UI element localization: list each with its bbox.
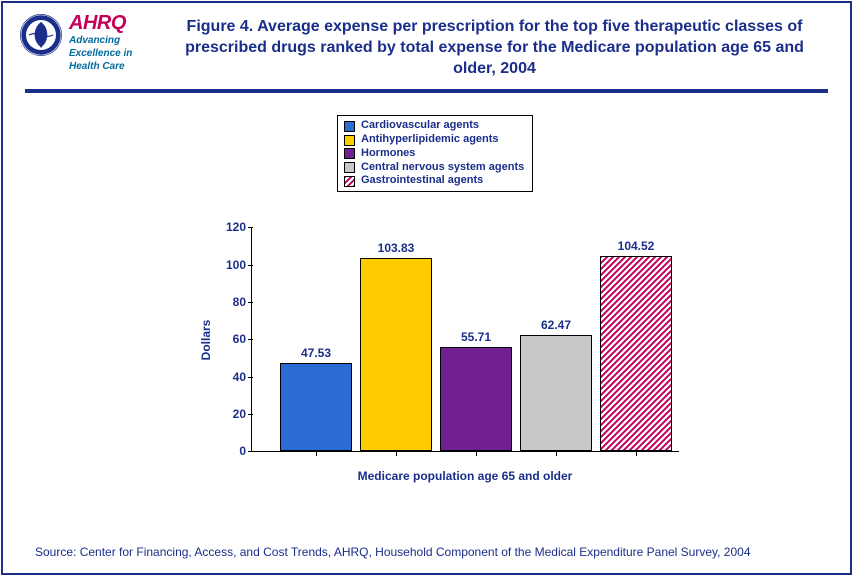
x-tick	[476, 451, 477, 456]
legend-item: Gastrointestinal agents	[344, 174, 524, 188]
y-axis-label: Dollars	[199, 228, 213, 452]
ahrq-logo-text: AHRQ Advancing Excellence in Health Care	[69, 13, 132, 72]
legend-item: Cardiovascular agents	[344, 119, 524, 133]
legend-item: Antihyperlipidemic agents	[344, 133, 524, 147]
source-note: Source: Center for Financing, Access, an…	[35, 545, 830, 559]
bar-value-label: 103.83	[361, 241, 431, 255]
legend-label: Central nervous system agents	[361, 161, 524, 175]
bar-value-label: 104.52	[601, 239, 671, 253]
x-tick	[396, 451, 397, 456]
ahrq-tagline-1: Advancing	[69, 35, 132, 46]
legend-label: Gastrointestinal agents	[361, 174, 483, 188]
legend-swatch	[344, 162, 355, 173]
y-tick-label: 20	[233, 407, 252, 421]
x-tick	[556, 451, 557, 456]
legend-item: Hormones	[344, 147, 524, 161]
y-tick-label: 80	[233, 295, 252, 309]
figure-title: Figure 4. Average expense per prescripti…	[169, 13, 830, 79]
y-tick-label: 0	[239, 444, 252, 458]
ahrq-acronym: AHRQ	[69, 13, 132, 33]
legend-swatch	[344, 176, 355, 187]
bar-value-label: 55.71	[441, 330, 511, 344]
header: AHRQ Advancing Excellence in Health Care…	[3, 3, 850, 85]
plot-area: 02040608010012047.53103.8355.7162.47104.…	[251, 228, 679, 452]
bar-value-label: 62.47	[521, 318, 591, 332]
x-tick	[636, 451, 637, 456]
y-tick-label: 120	[226, 220, 252, 234]
y-tick-label: 100	[226, 258, 252, 272]
logo-block: AHRQ Advancing Excellence in Health Care	[19, 13, 169, 72]
bar-value-label: 47.53	[281, 346, 351, 360]
y-tick-label: 40	[233, 370, 252, 384]
bar: 55.71	[440, 347, 512, 451]
ahrq-tagline-3: Health Care	[69, 61, 132, 72]
x-tick	[316, 451, 317, 456]
bar: 62.47	[520, 335, 592, 452]
chart-area: Cardiovascular agentsAntihyperlipidemic …	[3, 115, 850, 515]
y-tick-label: 60	[233, 332, 252, 346]
legend-label: Antihyperlipidemic agents	[361, 133, 499, 147]
legend-swatch	[344, 135, 355, 146]
header-rule	[25, 89, 828, 93]
bar: 47.53	[280, 363, 352, 452]
legend-label: Cardiovascular agents	[361, 119, 479, 133]
bar: 104.52	[600, 256, 672, 451]
legend-swatch	[344, 148, 355, 159]
legend-label: Hormones	[361, 147, 415, 161]
legend: Cardiovascular agentsAntihyperlipidemic …	[337, 115, 533, 192]
legend-swatch	[344, 121, 355, 132]
ahrq-tagline-2: Excellence in	[69, 48, 132, 59]
legend-item: Central nervous system agents	[344, 161, 524, 175]
bar: 103.83	[360, 258, 432, 452]
hhs-seal-icon	[19, 13, 63, 57]
x-axis-label: Medicare population age 65 and older	[251, 469, 679, 483]
figure-container: AHRQ Advancing Excellence in Health Care…	[1, 1, 852, 575]
